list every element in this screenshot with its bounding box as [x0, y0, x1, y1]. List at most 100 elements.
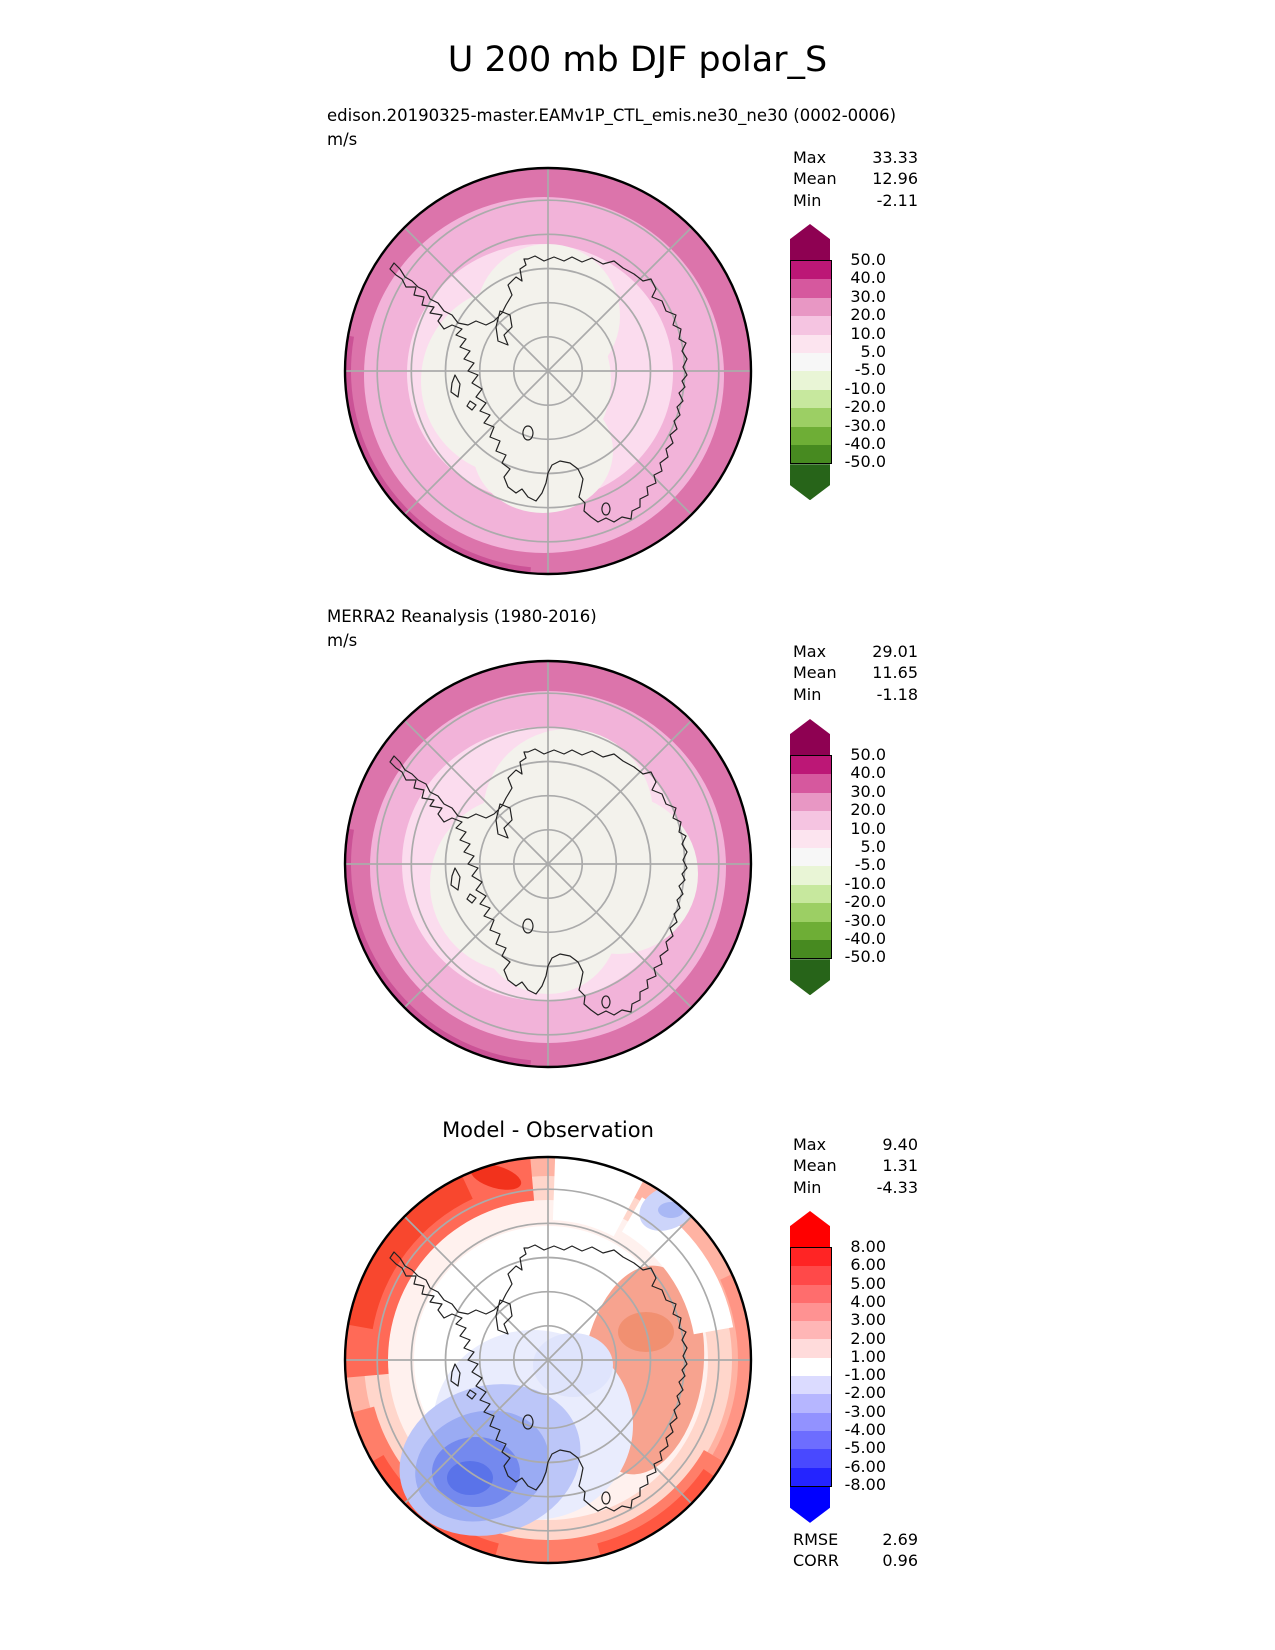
colorbar-tick-label: -5.00 — [844, 1438, 886, 1458]
colorbar-tick-label: -20.0 — [844, 892, 886, 912]
colorbar-bands — [790, 224, 832, 501]
stat-value: 1.31 — [882, 1156, 918, 1175]
colorbar-band — [791, 1248, 831, 1267]
colorbar-band — [791, 829, 831, 848]
colorbar-tick-label: -2.00 — [844, 1383, 886, 1403]
polar-map-difference — [343, 1155, 753, 1565]
colorbar-band — [791, 426, 831, 445]
colorbar-bands — [790, 719, 832, 996]
panel3-stat-max: Max 9.40 — [793, 1135, 918, 1154]
colorbar-arrow-top — [790, 719, 830, 755]
colorbar-arrow-bottom — [790, 464, 830, 501]
colorbar-tick-label: 40.0 — [850, 763, 886, 783]
stat-label: Min — [793, 1178, 822, 1197]
stat-label: Max — [793, 642, 827, 661]
colorbar-band — [791, 1449, 831, 1468]
colorbar-band — [791, 921, 831, 940]
panel3-stat-mean: Mean 1.31 — [793, 1156, 918, 1175]
colorbar-band — [791, 334, 831, 353]
colorbar-arrow-top — [790, 224, 830, 260]
colorbar-tick-label: -10.0 — [844, 873, 886, 893]
panel3-metric-rmse: RMSE 2.69 — [793, 1530, 918, 1549]
stat-label: Max — [793, 148, 827, 167]
map-border — [343, 166, 753, 576]
colorbar-band — [791, 297, 831, 317]
metric-label: CORR — [793, 1551, 839, 1570]
colorbar-band — [791, 1412, 831, 1431]
panel1-stat-mean: Mean 12.96 — [793, 169, 918, 188]
colorbar-band — [791, 884, 831, 904]
stat-label: Max — [793, 1135, 827, 1154]
colorbar-tick-label: 5.00 — [850, 1273, 886, 1293]
colorbar-rect — [790, 1247, 832, 1487]
colorbar-band — [791, 1357, 831, 1377]
panel3-title: Model - Observation — [442, 1118, 654, 1142]
colorbar-arrow-top — [790, 1211, 830, 1247]
colorbar-band — [791, 774, 831, 793]
panel1-stat-min: Min -2.11 — [793, 191, 918, 210]
metric-value: 0.96 — [882, 1551, 918, 1570]
map-border — [343, 1155, 753, 1565]
colorbar-tick-label: 30.0 — [850, 286, 886, 306]
panel2-header: MERRA2 Reanalysis (1980-2016) — [327, 607, 597, 626]
map-border — [343, 659, 753, 1069]
colorbar-tick-label: 5.0 — [860, 837, 886, 856]
colorbar-tick-label: -50.0 — [844, 452, 886, 472]
panel1-header: edison.20190325-master.EAMv1P_CTL_emis.n… — [327, 106, 897, 125]
stat-value: -4.33 — [876, 1178, 918, 1197]
stat-value: 11.65 — [872, 663, 918, 682]
colorbar-band — [791, 756, 831, 775]
colorbar-tick-label: 4.00 — [850, 1291, 886, 1311]
colorbar-band — [791, 792, 831, 812]
stat-value: -2.11 — [876, 191, 918, 210]
metric-value: 2.69 — [882, 1530, 918, 1549]
stat-label: Min — [793, 191, 822, 210]
stat-label: Min — [793, 685, 822, 704]
stat-value: 9.40 — [882, 1135, 918, 1154]
colorbar-band — [791, 1321, 831, 1340]
colorbar-tick-label: 3.00 — [850, 1310, 886, 1330]
colorbar-tick-label: -1.00 — [844, 1365, 886, 1385]
figure-title: U 200 mb DJF polar_S — [447, 40, 828, 80]
colorbar-band — [791, 939, 831, 959]
colorbar-tick-label: 30.0 — [850, 781, 886, 801]
colorbar-band — [791, 1284, 831, 1303]
colorbar-tick-label: 1.00 — [850, 1346, 886, 1366]
colorbar-tick-label: 2.00 — [850, 1328, 886, 1348]
colorbar-tick-label: 40.0 — [850, 268, 886, 288]
colorbar-bands — [790, 1211, 832, 1523]
colorbar-tick-label: 10.0 — [850, 323, 886, 343]
colorbar-band — [791, 1302, 831, 1322]
stat-label: Mean — [793, 1156, 837, 1175]
panel1-units: m/s — [327, 130, 358, 149]
colorbar-band — [791, 1376, 831, 1395]
colorbar-band — [791, 847, 831, 867]
colorbar-band — [791, 1339, 831, 1358]
colorbar-band — [791, 811, 831, 830]
panel3-stat-min: Min -4.33 — [793, 1178, 918, 1197]
colorbar-band — [791, 1394, 831, 1413]
colorbar-arrow-bottom — [790, 1486, 830, 1523]
colorbar-tick-label: 5.0 — [860, 342, 886, 361]
colorbar-tick-label: -20.0 — [844, 397, 886, 417]
stat-value: 12.96 — [872, 169, 918, 188]
colorbar-reanalysis: 50.0 40.0 30.0 20.0 10.0 5.0 -5.0 -10.0 -20.0 -30… — [790, 719, 886, 996]
panel2-units: m/s — [327, 631, 358, 650]
colorbar-band — [791, 408, 831, 427]
stat-label: Mean — [793, 663, 837, 682]
colorbar-tick-label: -5.0 — [854, 855, 886, 875]
metric-label: RMSE — [793, 1530, 839, 1549]
colorbar-band — [791, 1467, 831, 1486]
colorbar-band — [791, 352, 831, 372]
panel2-stat-max: Max 29.01 — [793, 642, 918, 661]
colorbar-tick-label: 50.0 — [850, 250, 886, 269]
polar-map-reanalysis — [343, 659, 753, 1069]
colorbar-band — [791, 316, 831, 335]
colorbar-tick-label: -50.0 — [844, 947, 886, 967]
colorbar-band — [791, 444, 831, 464]
panel2-stat-mean: Mean 11.65 — [793, 663, 918, 682]
colorbar-tick-label: 20.0 — [850, 800, 886, 820]
colorbar-tick-label: 6.00 — [850, 1255, 886, 1275]
colorbar-band — [791, 371, 831, 390]
